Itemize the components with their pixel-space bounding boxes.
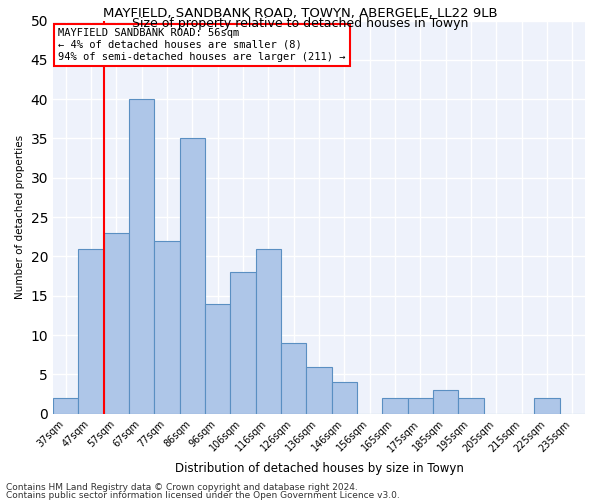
Bar <box>458 398 484 414</box>
Bar <box>230 272 256 414</box>
Bar <box>53 398 79 414</box>
Bar <box>433 390 458 414</box>
Bar <box>382 398 407 414</box>
Bar <box>154 241 179 414</box>
Bar <box>307 366 332 414</box>
Bar <box>205 304 230 414</box>
Text: Contains HM Land Registry data © Crown copyright and database right 2024.: Contains HM Land Registry data © Crown c… <box>6 484 358 492</box>
Bar <box>104 233 129 414</box>
Bar <box>535 398 560 414</box>
Text: Size of property relative to detached houses in Towyn: Size of property relative to detached ho… <box>132 18 468 30</box>
Bar <box>281 343 307 414</box>
Bar <box>79 248 104 414</box>
Text: MAYFIELD SANDBANK ROAD: 56sqm
← 4% of detached houses are smaller (8)
94% of sem: MAYFIELD SANDBANK ROAD: 56sqm ← 4% of de… <box>58 28 346 62</box>
Bar <box>407 398 433 414</box>
Text: Contains public sector information licensed under the Open Government Licence v3: Contains public sector information licen… <box>6 490 400 500</box>
Bar <box>332 382 357 414</box>
Text: MAYFIELD, SANDBANK ROAD, TOWYN, ABERGELE, LL22 9LB: MAYFIELD, SANDBANK ROAD, TOWYN, ABERGELE… <box>103 8 497 20</box>
Y-axis label: Number of detached properties: Number of detached properties <box>15 135 25 299</box>
Bar <box>129 99 154 414</box>
Bar <box>179 138 205 414</box>
X-axis label: Distribution of detached houses by size in Towyn: Distribution of detached houses by size … <box>175 462 463 475</box>
Bar <box>256 248 281 414</box>
